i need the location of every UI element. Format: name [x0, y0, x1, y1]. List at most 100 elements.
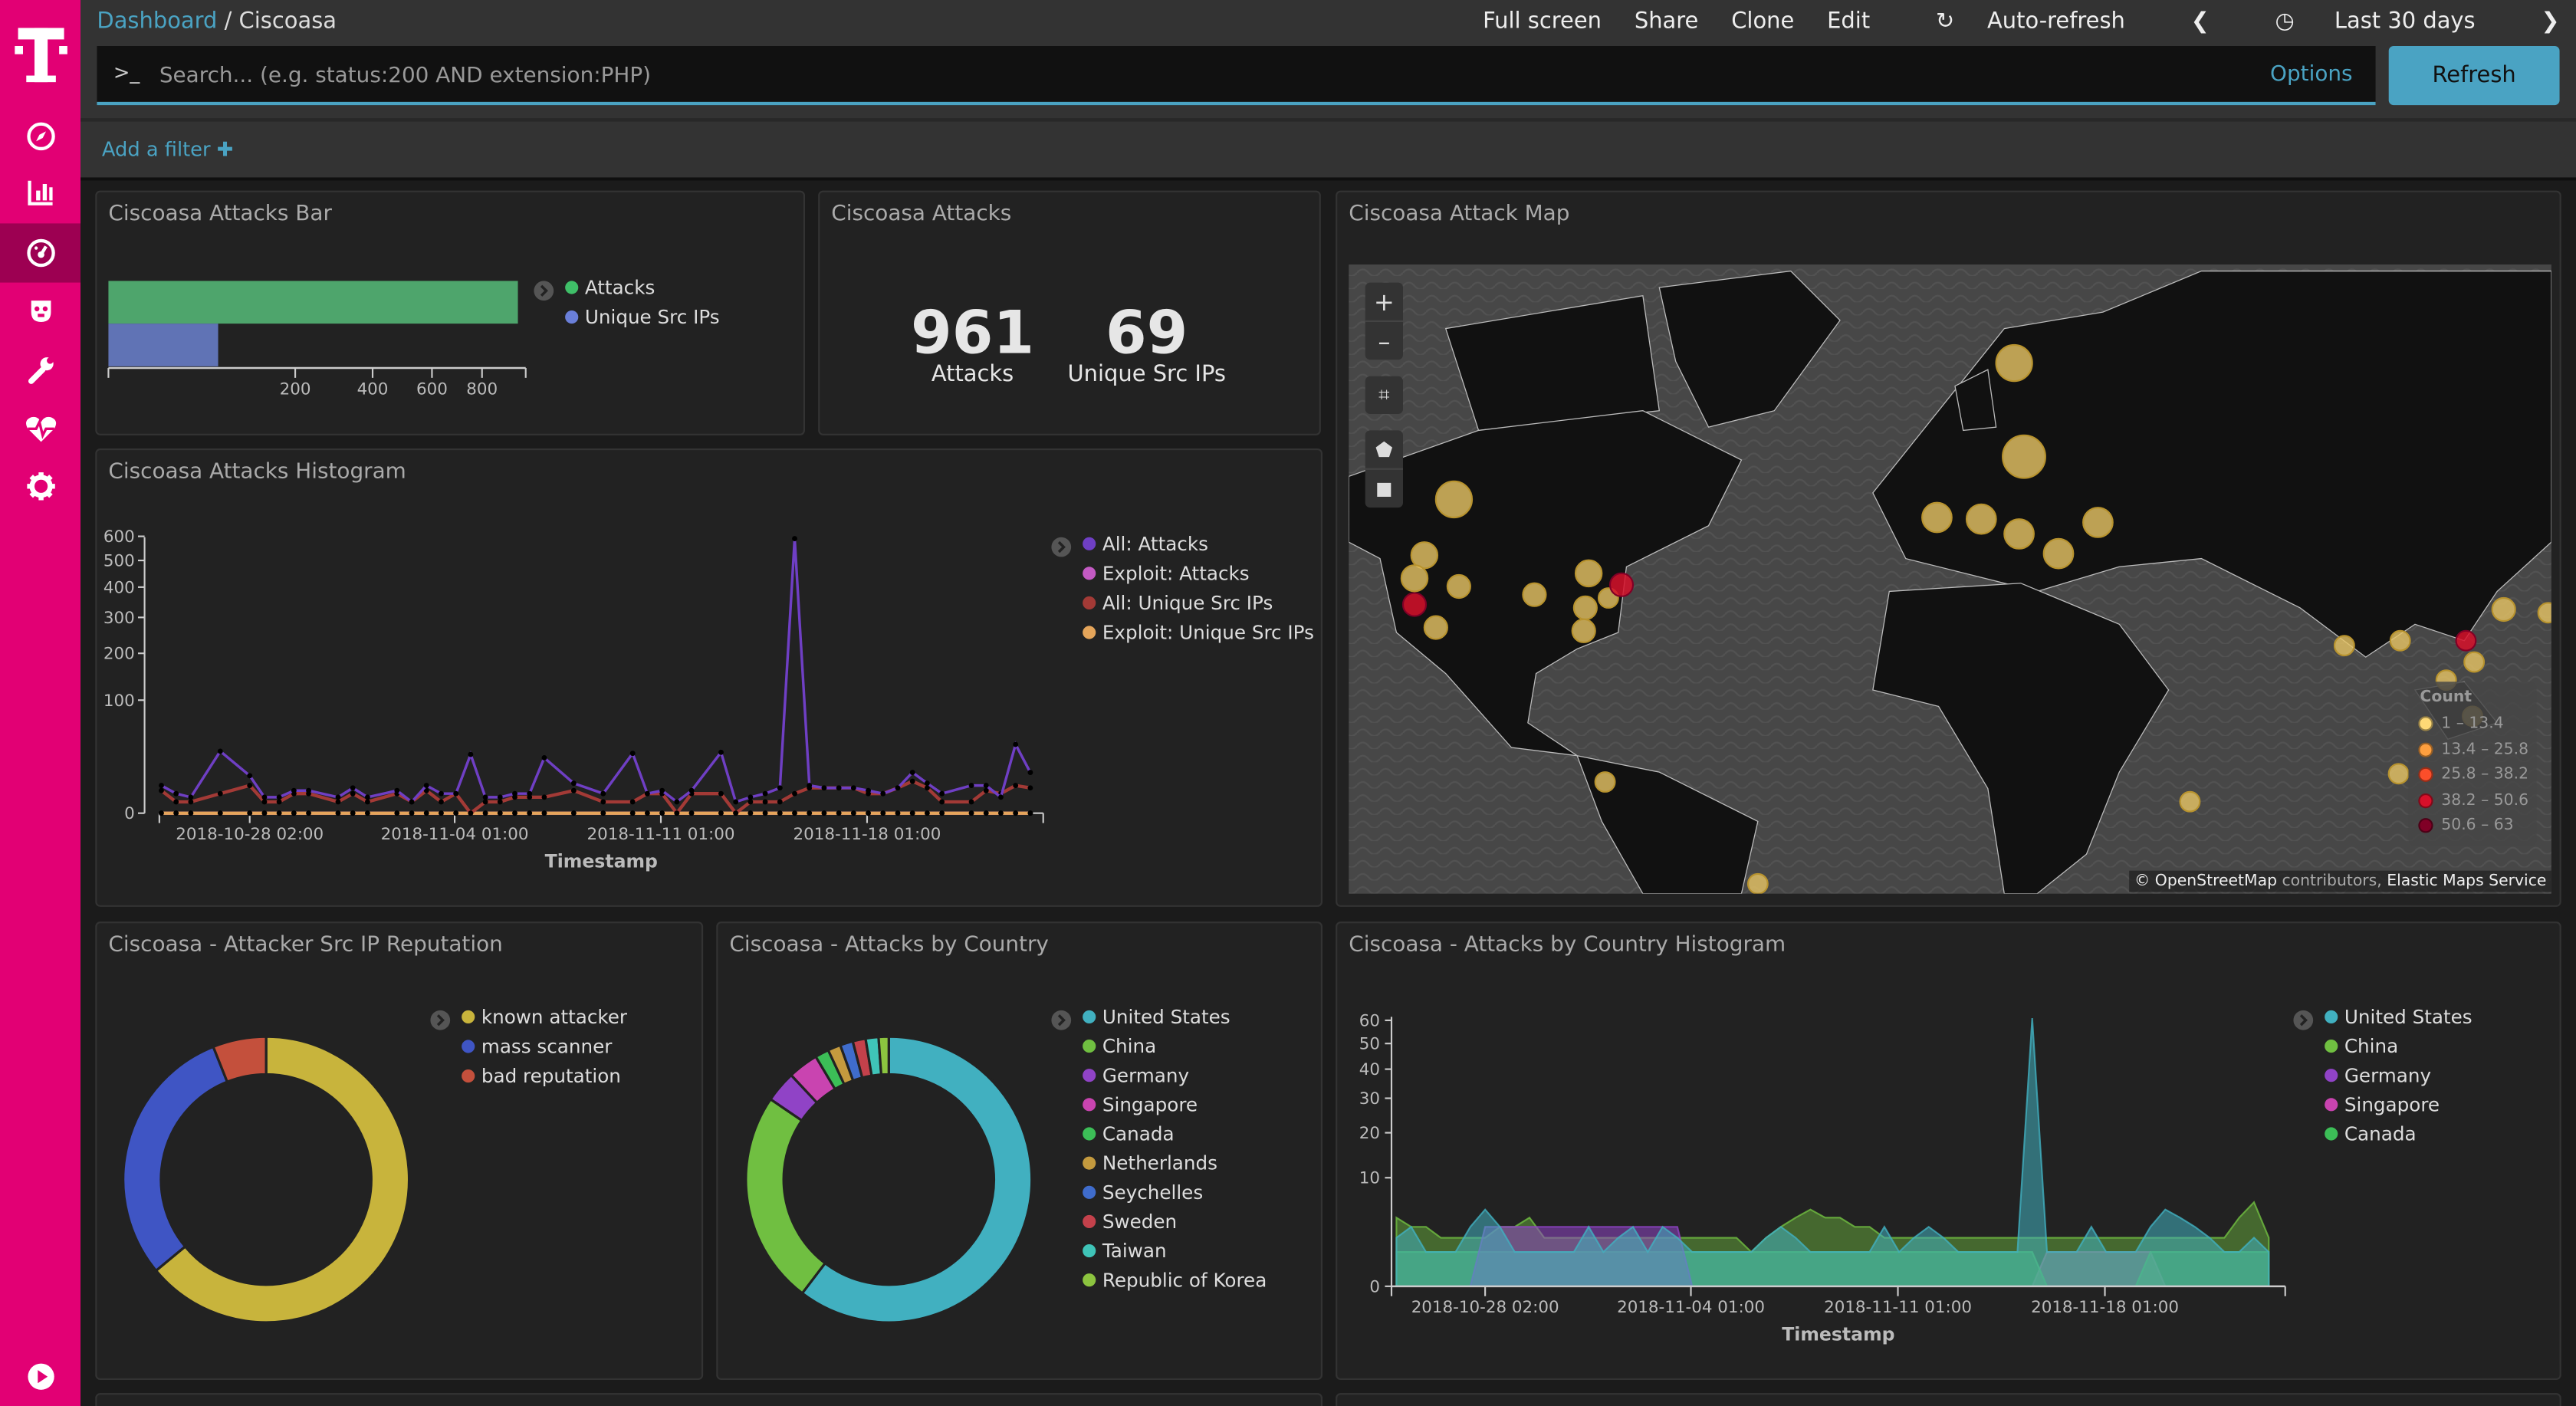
panel-partial [95, 1393, 1322, 1406]
timelion-icon [30, 301, 51, 322]
sidebar-item-dashboard[interactable] [0, 223, 80, 283]
map-point[interactable] [2333, 635, 2355, 657]
breadcrumb-current: Ciscoasa [238, 8, 337, 34]
map-point[interactable] [1401, 592, 1428, 617]
time-forward-button[interactable]: ❯ [2508, 8, 2559, 34]
sidebar-item-monitoring[interactable] [0, 399, 80, 458]
metric-attacks-value: 961 [911, 301, 1035, 368]
gear-icon [26, 472, 54, 501]
sidebar-collapse[interactable] [0, 1347, 80, 1406]
time-back-button[interactable]: ❮ [2158, 8, 2210, 34]
draw-rectangle-button[interactable]: ■ [1365, 468, 1403, 508]
refresh-icon: ↻ [1935, 8, 1955, 34]
panel-attacks-metric: Ciscoasa Attacks 961 Attacks 69 Unique S… [818, 190, 1321, 435]
auto-refresh-button[interactable]: ↻ Auto-refresh [1903, 8, 2125, 34]
map-point[interactable] [1746, 872, 1769, 894]
panel-title: Ciscoasa Attacks Histogram [108, 460, 406, 485]
plus-icon: ✚ [216, 138, 234, 161]
heartbeat-icon [25, 416, 56, 442]
share-button[interactable]: Share [1634, 8, 1699, 34]
map-point[interactable] [2491, 596, 2516, 623]
map-point[interactable] [1965, 503, 1997, 535]
panel-attacks-histogram: Ciscoasa Attacks Histogram [95, 448, 1322, 907]
map-point[interactable] [2002, 434, 2046, 479]
map-point[interactable] [1572, 595, 1598, 620]
telekom-logo-icon [14, 28, 67, 83]
edit-button[interactable]: Edit [1827, 8, 1871, 34]
chevron-right-icon: ❯ [2541, 8, 2560, 34]
map-point[interactable] [1522, 582, 1547, 607]
map-point[interactable] [1571, 618, 1596, 643]
sidebar-item-dev-tools[interactable] [0, 340, 80, 399]
fit-bounds-button[interactable]: ⌗ [1365, 376, 1403, 414]
attack-map[interactable]: + – ⌗ ⬟ ■ [1349, 264, 2551, 894]
time-range-label: Last 30 days [2334, 8, 2476, 34]
map-point[interactable] [1446, 573, 1471, 600]
map-legend-item: 50.6 – 63 [2418, 816, 2514, 835]
land-masses [1349, 270, 2551, 894]
draw-controls: ⬟ ■ [1365, 430, 1403, 508]
refresh-button[interactable]: Refresh [2388, 46, 2560, 106]
map-point[interactable] [2042, 537, 2075, 570]
panel-title: Ciscoasa - Attacker Src IP Reputation [108, 933, 503, 958]
full-screen-button[interactable]: Full screen [1483, 8, 1602, 34]
map-legend-range: 13.4 – 25.8 [2441, 740, 2529, 758]
ems-link[interactable]: Elastic Maps Service [2387, 872, 2547, 891]
map-point[interactable] [2537, 602, 2551, 624]
clone-button[interactable]: Clone [1731, 8, 1795, 34]
map-points [1400, 343, 2551, 894]
map-legend-range: 38.2 – 50.6 [2441, 790, 2529, 810]
zoom-out-button[interactable]: – [1365, 320, 1403, 360]
sidebar-item-timelion[interactable] [0, 281, 80, 340]
map-legend-item: 13.4 – 25.8 [2418, 740, 2528, 758]
draw-polygon-button[interactable]: ⬟ [1365, 430, 1403, 468]
map-tiles [1349, 264, 2551, 894]
sidebar-item-visualize[interactable] [0, 163, 80, 222]
breadcrumb-dashboard[interactable]: Dashboard [97, 8, 218, 34]
map-point[interactable] [1995, 343, 2033, 383]
sidebar-item-discover[interactable] [0, 107, 80, 166]
panel-ip-reputation: Ciscoasa - Attacker Src IP Reputation [95, 921, 704, 1380]
pentagon-icon: ⬟ [1375, 438, 1393, 462]
map-point[interactable] [1594, 771, 1616, 793]
panel-title: Ciscoasa Attacks Bar [108, 202, 332, 227]
map-point[interactable] [2179, 790, 2201, 813]
map-legend-title: Count [2420, 688, 2472, 707]
map-point[interactable] [1608, 572, 1635, 597]
panel-partial [1336, 1393, 2561, 1406]
fit-bounds-control: ⌗ [1365, 376, 1403, 414]
sidebar-item-management[interactable] [0, 457, 80, 516]
panel-title: Ciscoasa Attack Map [1349, 202, 1570, 227]
breadcrumb-separator: / [224, 8, 239, 34]
map-legend-range: 25.8 – 38.2 [2441, 765, 2529, 784]
map-point[interactable] [2003, 518, 2035, 550]
logo[interactable] [0, 20, 80, 89]
clock-icon: ◷ [2275, 8, 2302, 34]
map-point[interactable] [1434, 480, 1474, 519]
osm-link[interactable]: © OpenStreetMap [2134, 872, 2277, 891]
square-icon: ■ [1375, 478, 1393, 500]
wrench-icon [27, 357, 53, 384]
map-point[interactable] [1423, 615, 1448, 640]
search-input[interactable] [156, 55, 2216, 96]
query-prompt-icon: >_ [113, 61, 140, 84]
legend-swatch [2418, 741, 2433, 757]
add-filter-button[interactable]: Add a filter ✚ [102, 138, 233, 161]
map-point[interactable] [1400, 564, 1429, 593]
map-legend-range: 50.6 – 63 [2441, 816, 2514, 835]
map-point[interactable] [2455, 629, 2477, 652]
map-point[interactable] [1574, 559, 1603, 588]
attribution-text: contributors, [2277, 872, 2387, 891]
zoom-in-button[interactable]: + [1365, 283, 1403, 320]
map-point[interactable] [2463, 651, 2486, 673]
map-legend-range: 1 – 13.4 [2441, 714, 2504, 733]
panel-title: Ciscoasa - Attacks by Country [729, 933, 1049, 958]
map-point[interactable] [1921, 501, 1953, 534]
map-point[interactable] [2387, 763, 2410, 785]
map-point[interactable] [2082, 507, 2114, 538]
time-picker-button[interactable]: ◷ Last 30 days [2242, 8, 2476, 34]
map-point[interactable] [2389, 629, 2411, 652]
map-legend-item: 25.8 – 38.2 [2418, 765, 2529, 784]
options-button[interactable]: Options [2270, 62, 2353, 87]
metric-unique-ips-label: Unique Src IPs [1067, 361, 1226, 388]
